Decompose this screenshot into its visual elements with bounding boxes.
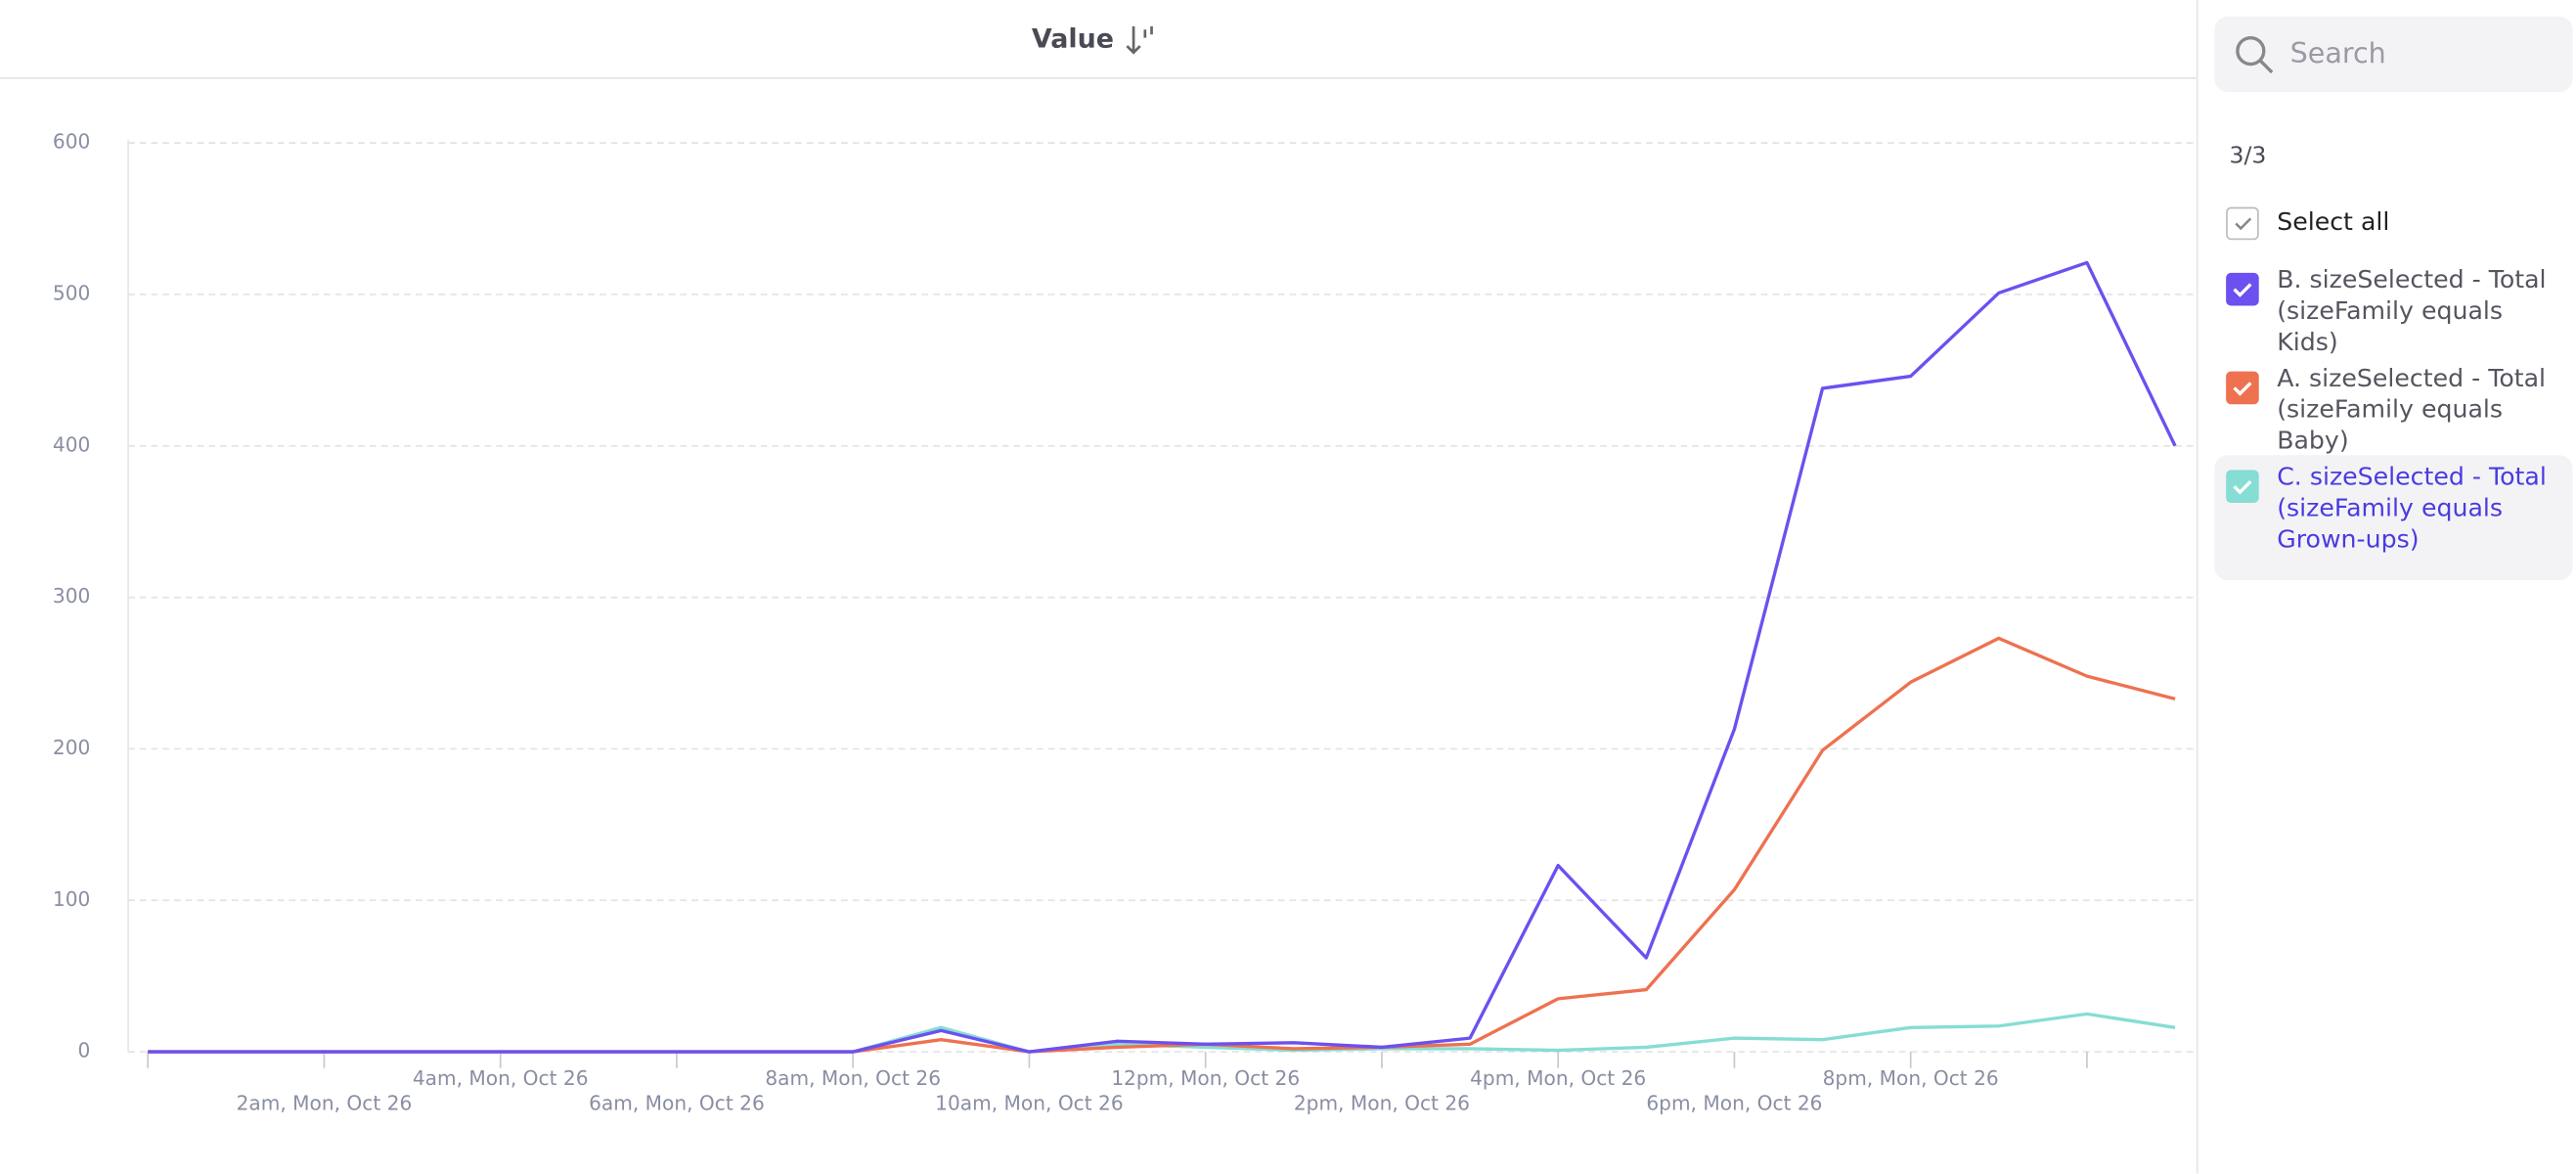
search-placeholder: Search — [2289, 37, 2386, 71]
sort-icon[interactable] — [1124, 23, 1160, 60]
x-tick-label: 6pm, Mon, Oct 26 — [1646, 1091, 1822, 1114]
x-tick-label: 6am, Mon, Oct 26 — [589, 1091, 765, 1114]
legend-swatch[interactable] — [2226, 272, 2259, 306]
select-all[interactable]: Select all — [2214, 203, 2572, 247]
x-tick-label: 12pm, Mon, Oct 26 — [1111, 1066, 1300, 1090]
y-tick-label: 300 — [53, 584, 90, 608]
checkbox[interactable] — [2226, 206, 2259, 241]
series-line — [148, 260, 2177, 1054]
x-tick-label: 4pm, Mon, Oct 26 — [1470, 1066, 1646, 1090]
search-icon — [2236, 35, 2274, 74]
column-header[interactable]: Value — [0, 0, 2197, 79]
x-tick-label: 2am, Mon, Oct 26 — [237, 1091, 413, 1114]
y-tick-label: 200 — [53, 736, 90, 759]
x-tick-label: 2pm, Mon, Oct 26 — [1294, 1091, 1470, 1114]
legend-swatch[interactable] — [2226, 470, 2259, 504]
select-all-label: Select all — [2277, 206, 2390, 237]
legend-item[interactable]: A. sizeSelected - Total (sizeFamily equa… — [2214, 357, 2572, 455]
x-tick-label: 8pm, Mon, Oct 26 — [1823, 1066, 1999, 1090]
y-tick-label: 500 — [53, 281, 90, 304]
selection-count: 3/3 — [2229, 143, 2267, 170]
x-tick-label: 4am, Mon, Oct 26 — [413, 1066, 589, 1090]
legend-label: A. sizeSelected - Total (sizeFamily equa… — [2277, 363, 2547, 456]
y-tick-label: 100 — [53, 887, 90, 911]
search-box[interactable]: Search — [2214, 16, 2573, 93]
x-tick-label: 10am, Mon, Oct 26 — [935, 1091, 1124, 1114]
legend-label: C. sizeSelected - Total (sizeFamily equa… — [2277, 462, 2547, 555]
y-tick-label: 0 — [78, 1039, 91, 1062]
chart: 0 100 200 300 400 500 600 2am, Mon, Oct 264am, … — [53, 130, 2197, 1114]
legend-item[interactable]: B. sizeSelected - Total (sizeFamily equa… — [2214, 258, 2572, 357]
legend-label: B. sizeSelected - Total (sizeFamily equa… — [2277, 264, 2547, 357]
y-tick-label: 400 — [53, 432, 90, 456]
legend-panel: Search 3/3 Select all B. sizeSelected - … — [2198, 0, 2576, 1173]
legend-swatch[interactable] — [2226, 371, 2259, 405]
chart-pane: Value 0 100 200 300 400 500 600 2am, Mon, Oct 2… — [0, 0, 2198, 1174]
series-line — [148, 636, 2176, 1054]
x-tick-label: 8am, Mon, Oct 26 — [765, 1066, 941, 1090]
header-title: Value — [1031, 23, 1114, 55]
y-tick-label: 600 — [53, 130, 90, 154]
legend-item[interactable]: C. sizeSelected - Total (sizeFamily equa… — [2214, 455, 2573, 580]
